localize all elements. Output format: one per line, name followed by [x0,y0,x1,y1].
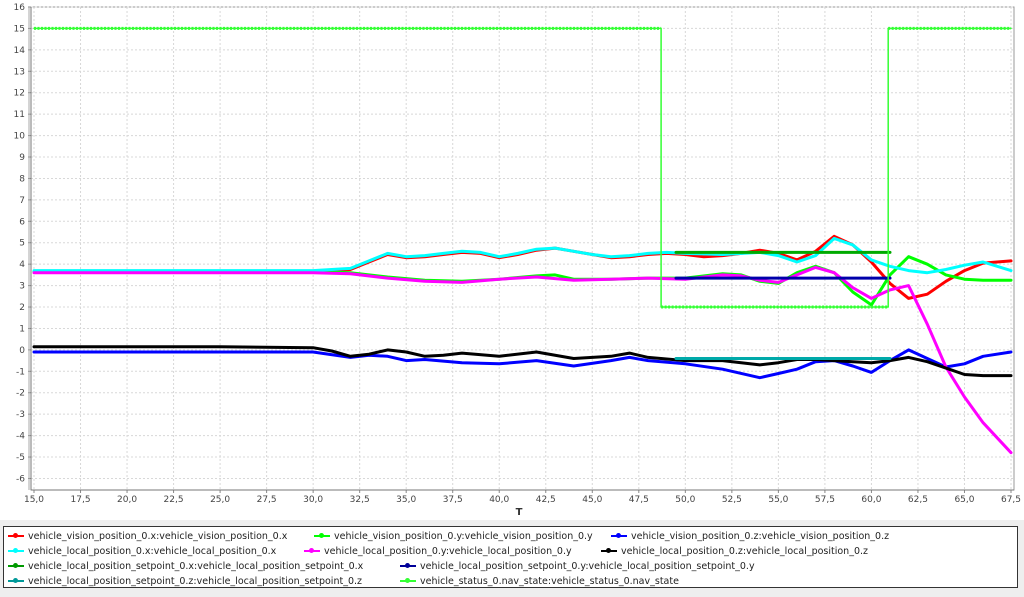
legend-label: vehicle_status_0.nav_state:vehicle_statu… [420,575,679,587]
y-tick-label: -1 [16,367,25,377]
x-tick-label: 62,5 [908,495,928,505]
legend-item: vehicle_local_position_setpoint_0.x:vehi… [8,558,363,574]
y-tick-label: -2 [16,389,25,399]
series-line [32,236,1013,275]
x-tick-label: 50,0 [675,495,695,505]
x-tick-label: 47,5 [629,495,649,505]
legend-item: vehicle_vision_position_0.z:vehicle_visi… [611,528,889,544]
y-tick-label: 11 [14,110,25,120]
y-tick-label: 8 [19,174,25,184]
legend-item: vehicle_local_position_0.z:vehicle_local… [601,543,868,559]
x-tick-label: 25,0 [210,495,230,505]
x-tick-label: 35,0 [396,495,416,505]
legend-marker-icon [601,546,617,556]
y-tick-label: 14 [14,46,26,56]
legend-label: vehicle_local_position_0.x:vehicle_local… [28,545,277,557]
y-tick-label: -4 [16,432,25,442]
axes: 161514131211109876543210-1-2-3-4-5-615,0… [14,3,1021,505]
legend-marker-icon [8,531,24,541]
y-tick-label: 1 [19,324,25,334]
y-tick-label: 7 [19,196,25,206]
legend-label: vehicle_local_position_setpoint_0.x:vehi… [28,560,364,572]
legend-marker-icon [8,561,24,571]
grid-lines [30,6,1015,491]
x-tick-label: 55,0 [768,495,788,505]
x-axis-label: T [516,507,523,518]
y-tick-label: 13 [14,67,25,77]
legend-marker-icon [314,531,330,541]
y-tick-label: -6 [16,474,25,484]
x-tick-label: 60,0 [861,495,881,505]
legend-marker-icon [8,546,24,556]
legend-label: vehicle_local_position_0.z:vehicle_local… [621,545,868,557]
legend-item: vehicle_status_0.nav_state:vehicle_statu… [400,573,679,589]
y-tick-label: -3 [16,410,25,420]
line-plot: 161514131211109876543210-1-2-3-4-5-615,0… [14,3,1021,518]
y-tick-label: 2 [19,303,25,313]
legend-item: vehicle_local_position_setpoint_0.y:vehi… [400,558,755,574]
series-line [32,348,1013,380]
x-tick-label: 57,5 [815,495,835,505]
legend-item: vehicle_vision_position_0.y:vehicle_visi… [314,528,593,544]
x-tick-label: 17,5 [71,495,91,505]
x-tick-label: 32,5 [350,495,370,505]
y-tick-label: -5 [16,453,25,463]
legend-label: vehicle_vision_position_0.x:vehicle_visi… [28,530,288,542]
legend-marker-icon [400,561,416,571]
x-tick-label: 45,0 [582,495,602,505]
x-tick-label: 67,5 [1001,495,1021,505]
x-tick-label: 15,0 [24,495,44,505]
x-tick-label: 42,5 [536,495,556,505]
legend-item: vehicle_local_position_0.x:vehicle_local… [8,543,276,559]
y-tick-label: 4 [19,260,25,270]
series-line [32,345,1013,378]
x-tick-label: 22,5 [164,495,184,505]
x-tick-label: 30,0 [303,495,323,505]
x-tick-label: 52,5 [722,495,742,505]
legend-marker-icon [304,546,320,556]
series-line [32,265,1013,455]
x-tick-label: 37,5 [443,495,463,505]
legend-label: vehicle_local_position_setpoint_0.z:vehi… [28,575,362,587]
legend-label: vehicle_local_position_setpoint_0.y:vehi… [420,560,755,572]
y-tick-label: 16 [14,3,26,13]
legend-marker-icon [611,531,627,541]
chart-area: 16 15 14 13 12 11 10 9 8 7 6 5 4 3 2 1 0 -1 -2 -3 -4 -5 -6 15,0… [0,0,1024,520]
x-tick-label: 27,5 [257,495,277,505]
legend-item: vehicle_local_position_0.y:vehicle_local… [304,543,572,559]
y-tick-label: 6 [19,217,25,227]
y-tick-label: 12 [14,89,25,99]
y-tick-label: 0 [19,346,25,356]
legend-label: vehicle_vision_position_0.z:vehicle_visi… [631,530,890,542]
data-series [32,26,1013,455]
legend-marker-icon [400,576,416,586]
legend-label: vehicle_vision_position_0.y:vehicle_visi… [334,530,593,542]
legend: vehicle_vision_position_0.x:vehicle_visi… [3,526,1018,588]
legend-marker-icon [8,576,24,586]
y-tick-label: 3 [19,282,25,292]
legend-item: vehicle_vision_position_0.x:vehicle_visi… [8,528,287,544]
x-tick-label: 40,0 [489,495,509,505]
y-tick-label: 10 [14,132,26,142]
x-tick-label: 65,0 [954,495,974,505]
legend-label: vehicle_local_position_0.y:vehicle_local… [324,545,572,557]
legend-item: vehicle_local_position_setpoint_0.z:vehi… [8,573,362,589]
y-tick-label: 5 [19,239,25,249]
y-tick-label: 9 [19,153,25,163]
y-tick-label: 15 [14,24,25,34]
x-tick-label: 20,0 [117,495,137,505]
